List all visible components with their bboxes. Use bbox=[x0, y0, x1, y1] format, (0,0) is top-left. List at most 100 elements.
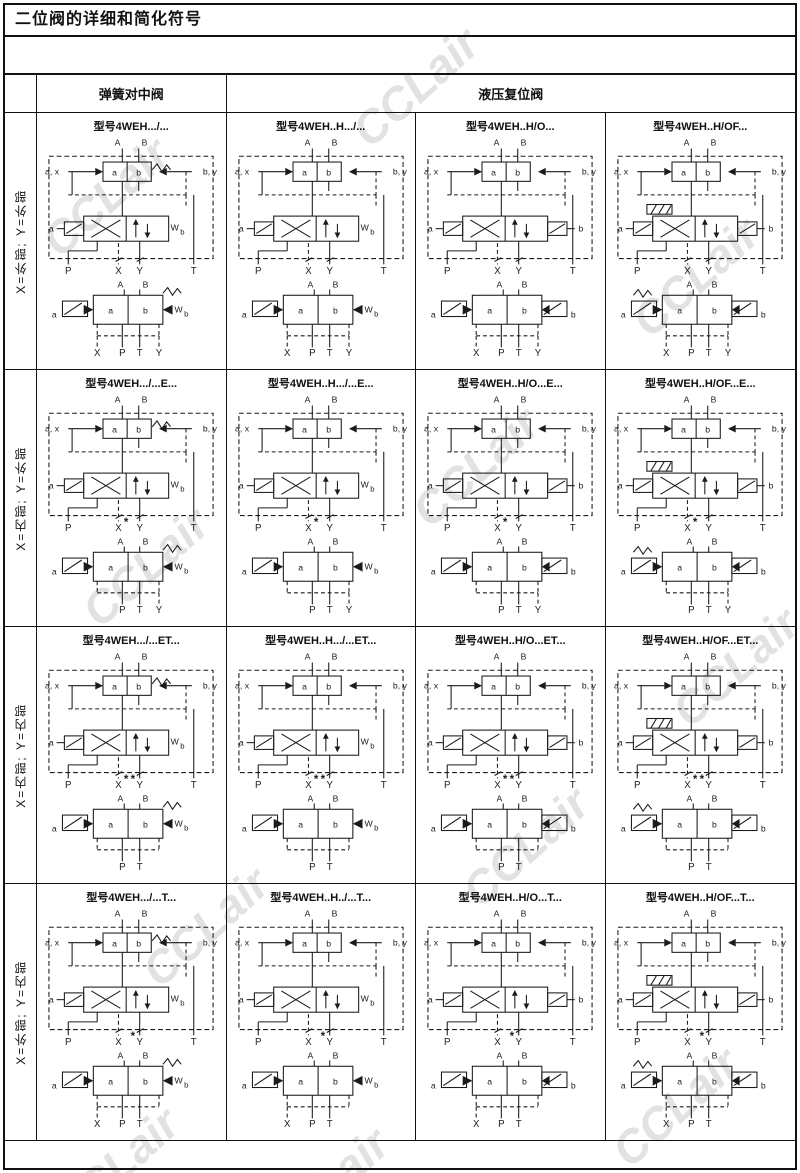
svg-text:T: T bbox=[137, 348, 143, 359]
svg-text:a, x: a, x bbox=[235, 167, 250, 177]
svg-text:T: T bbox=[516, 605, 522, 616]
svg-text:A: A bbox=[307, 794, 313, 804]
svg-text:b: b bbox=[761, 1080, 766, 1090]
svg-text:Y: Y bbox=[326, 266, 333, 277]
svg-text:P: P bbox=[309, 605, 315, 616]
detailed-symbol: A Ba b a, x b, y a b P X Y T * bbox=[614, 909, 787, 1048]
row-label-text: X=外部; Y=外部 bbox=[14, 188, 28, 294]
detailed-symbol: A Ba b a, x b, y a b P X Y T * bbox=[424, 909, 597, 1048]
svg-text:a: a bbox=[621, 309, 626, 319]
page-title: 二位阀的详细和简化符号 bbox=[5, 5, 795, 37]
svg-text:Y: Y bbox=[516, 1037, 523, 1048]
svg-text:a: a bbox=[618, 481, 623, 491]
svg-text:T: T bbox=[191, 523, 197, 534]
svg-text:b: b bbox=[761, 566, 766, 576]
svg-text:a: a bbox=[49, 738, 54, 748]
svg-text:Y: Y bbox=[516, 266, 523, 277]
svg-text:a: a bbox=[242, 566, 247, 576]
svg-text:a: a bbox=[488, 563, 493, 573]
svg-text:Y: Y bbox=[516, 780, 523, 791]
cell-model-title: 型号4WEH..H.../... bbox=[276, 121, 366, 133]
svg-text:b: b bbox=[706, 682, 711, 692]
svg-text:a: a bbox=[109, 1077, 114, 1087]
svg-text:Y: Y bbox=[137, 523, 144, 534]
svg-text:b: b bbox=[571, 823, 576, 833]
svg-text:T: T bbox=[570, 780, 576, 791]
svg-text:B: B bbox=[332, 280, 338, 290]
svg-text:B: B bbox=[712, 794, 718, 804]
svg-text:b: b bbox=[571, 309, 576, 319]
svg-text:T: T bbox=[326, 1119, 332, 1130]
svg-text:B: B bbox=[332, 537, 338, 547]
cell-model-title: 型号4WEH..H.../...ET... bbox=[265, 635, 377, 647]
svg-text:B: B bbox=[711, 138, 717, 148]
cell-model-title: 型号4WEH..H/O...E... bbox=[457, 378, 563, 390]
svg-text:*: * bbox=[124, 517, 129, 529]
svg-text:T: T bbox=[706, 605, 712, 616]
svg-text:a: a bbox=[52, 566, 57, 576]
svg-text:b: b bbox=[706, 425, 711, 435]
svg-text:a: a bbox=[678, 306, 683, 316]
svg-text:a: a bbox=[491, 168, 496, 178]
svg-text:X: X bbox=[663, 1119, 670, 1130]
svg-text:b: b bbox=[137, 682, 142, 692]
svg-text:b, y: b, y bbox=[582, 424, 597, 434]
svg-text:A: A bbox=[684, 652, 690, 662]
svg-text:b: b bbox=[143, 820, 148, 830]
cell-model-title: 型号4WEH..H/OF...ET... bbox=[642, 635, 759, 647]
svg-text:a: a bbox=[49, 224, 54, 234]
svg-text:W: W bbox=[171, 223, 180, 233]
svg-text:a, x: a, x bbox=[424, 424, 439, 434]
svg-text:Y: Y bbox=[706, 266, 713, 277]
svg-text:P: P bbox=[688, 348, 694, 359]
simplified-symbol: a b A Ba b P T bbox=[431, 794, 576, 873]
svg-text:X: X bbox=[284, 348, 291, 359]
svg-text:a: a bbox=[678, 1077, 683, 1087]
svg-text:B: B bbox=[331, 395, 337, 405]
svg-text:a: a bbox=[298, 306, 303, 316]
svg-text:a, x: a, x bbox=[45, 681, 60, 691]
detailed-symbol: A Ba b a, x b, y a b P X Y T * * bbox=[424, 652, 597, 791]
svg-text:T: T bbox=[137, 862, 143, 873]
svg-text:b, y: b, y bbox=[582, 167, 597, 177]
svg-text:a: a bbox=[302, 168, 307, 178]
svg-text:a: a bbox=[109, 820, 114, 830]
svg-text:a: a bbox=[428, 738, 433, 748]
svg-text:b, y: b, y bbox=[393, 424, 408, 434]
svg-text:b, y: b, y bbox=[772, 424, 787, 434]
svg-text:b: b bbox=[706, 939, 711, 949]
svg-text:b: b bbox=[326, 425, 331, 435]
simplified-symbol: a b A Ba b P T Y bbox=[431, 537, 576, 616]
svg-text:b: b bbox=[579, 224, 584, 234]
svg-text:X: X bbox=[305, 266, 312, 277]
svg-text:P: P bbox=[309, 348, 315, 359]
svg-text:P: P bbox=[119, 605, 125, 616]
svg-text:X: X bbox=[473, 348, 480, 359]
svg-text:Y: Y bbox=[516, 523, 523, 534]
svg-text:A: A bbox=[684, 395, 690, 405]
svg-text:Y: Y bbox=[706, 780, 713, 791]
valve-schematic: A Ba b a, x b, y a b P X Y T * * a b A Ba b P T bbox=[424, 652, 597, 873]
svg-text:B: B bbox=[142, 909, 148, 919]
svg-text:b: b bbox=[761, 823, 766, 833]
svg-text:b: b bbox=[180, 998, 184, 1007]
svg-text:X: X bbox=[305, 1037, 312, 1048]
svg-text:a, x: a, x bbox=[614, 938, 629, 948]
svg-text:P: P bbox=[65, 780, 71, 791]
svg-text:T: T bbox=[326, 862, 332, 873]
svg-text:a: a bbox=[491, 939, 496, 949]
svg-text:X: X bbox=[684, 780, 691, 791]
svg-text:A: A bbox=[497, 1051, 503, 1061]
